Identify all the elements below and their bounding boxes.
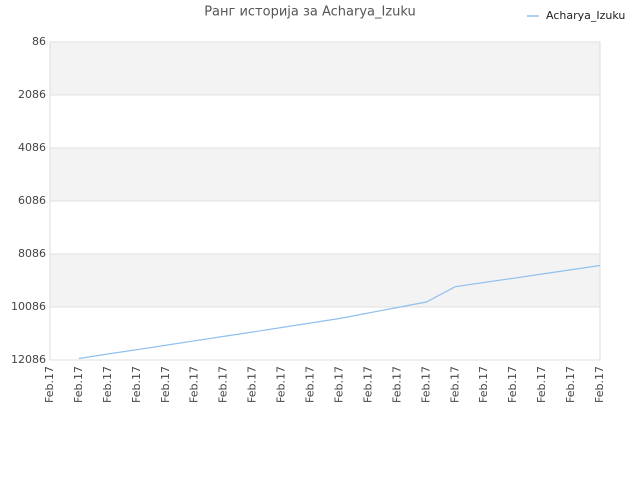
x-tick-label: Feb.17 <box>593 366 606 403</box>
x-tick-label: Feb.17 <box>246 366 259 403</box>
x-tick-label: Feb.17 <box>72 366 85 403</box>
y-tick-label: 12086 <box>11 353 46 366</box>
x-tick-label: Feb.17 <box>477 366 490 403</box>
y-tick-label: 8086 <box>18 247 46 260</box>
x-tick-label: Feb.17 <box>419 366 432 403</box>
band <box>50 148 600 201</box>
band <box>50 254 600 307</box>
y-tick-label: 4086 <box>18 141 46 154</box>
chart-title: Ранг историја за Acharya_Izuku <box>204 5 416 20</box>
x-tick-label: Feb.17 <box>159 366 172 403</box>
x-tick-label: Feb.17 <box>361 366 374 403</box>
x-tick-label: Feb.17 <box>43 366 56 403</box>
y-tick-label: 86 <box>32 35 46 48</box>
y-tick-label: 6086 <box>18 194 46 207</box>
x-tick-label: Feb.17 <box>506 366 519 403</box>
x-tick-label: Feb.17 <box>130 366 143 403</box>
x-tick-label: Feb.17 <box>275 366 288 403</box>
x-tick-label: Feb.17 <box>332 366 345 403</box>
x-tick-label: Feb.17 <box>564 366 577 403</box>
y-tick-label: 10086 <box>11 300 46 313</box>
x-tick-label: Feb.17 <box>304 366 317 403</box>
y-tick-label: 2086 <box>18 88 46 101</box>
legend-label: Acharya_Izuku <box>546 9 625 22</box>
x-tick-label: Feb.17 <box>101 366 114 403</box>
line <box>78 264 601 360</box>
x-tick-label: Feb.17 <box>448 366 461 403</box>
x-tick-label: Feb.17 <box>188 366 201 403</box>
band <box>50 42 600 95</box>
x-tick-label: Feb.17 <box>535 366 548 403</box>
x-tick-label: Feb.17 <box>217 366 230 403</box>
x-tick-label: Feb.17 <box>390 366 403 403</box>
